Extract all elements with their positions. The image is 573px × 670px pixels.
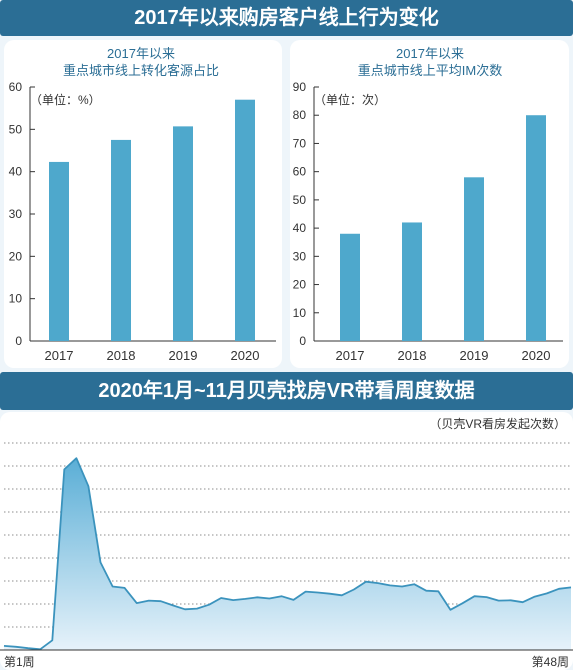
- im-y-tick-label: 10: [293, 306, 307, 320]
- conversion-title-line1: 2017年以来: [107, 46, 175, 61]
- conversion-y-tick-label: 10: [9, 292, 23, 306]
- im-bar: [402, 222, 422, 341]
- conversion-y-tick-label: 60: [9, 80, 23, 94]
- im-y-tick-label: 80: [293, 108, 307, 122]
- im-y-tick-label: 50: [293, 193, 307, 207]
- conversion-bar: [111, 139, 131, 341]
- conversion-y-tick-label: 20: [9, 249, 23, 263]
- vr-series-line: [3, 457, 572, 651]
- conversion-x-category-label: 2020: [231, 348, 260, 363]
- conversion-bar: [49, 161, 69, 341]
- im-x-category-label: 2020: [522, 348, 551, 363]
- main-title: 2017年以来购房客户线上行为变化: [134, 7, 439, 29]
- im-y-tick-label: 20: [293, 278, 307, 292]
- conversion-bar: [173, 126, 193, 342]
- im-x-category-label: 2019: [460, 348, 489, 363]
- im-y-tick-label: 60: [293, 165, 307, 179]
- main-title-banner: 2017年以来购房客户线上行为变化: [0, 0, 573, 36]
- conversion-y-tick-label: 40: [9, 165, 23, 179]
- conversion-y-tick-label: 50: [9, 122, 23, 136]
- vr-chart-panel: （贝壳VR看房发起次数） 第1周 第48周: [0, 412, 573, 670]
- im-y-tick-label: 30: [293, 249, 307, 263]
- im-y-tick-label: 70: [293, 136, 307, 150]
- vr-x-start-label: 第1周: [4, 655, 35, 669]
- im-y-tick-label: 90: [293, 80, 307, 94]
- im-title-line2: 重点城市线上平均IM次数: [358, 63, 502, 78]
- conversion-y-tick-label: 30: [9, 207, 23, 221]
- im-x-category-label: 2018: [398, 348, 427, 363]
- bar-chart-panel-conversion: 2017年以来重点城市线上转化客源占比 （单位：%） 0 10 20 30 40 50 60 20…: [4, 40, 282, 368]
- section-title: 2020年1月~11月贝壳找房VR带看周度数据: [98, 380, 475, 402]
- conversion-y-tick-label: 0: [15, 334, 22, 348]
- im-title-line1: 2017年以来: [396, 46, 464, 61]
- im-bar: [464, 177, 484, 341]
- im-x-category-label: 2017: [336, 348, 365, 363]
- vr-area-chart: （贝壳VR看房发起次数） 第1周 第48周: [0, 416, 573, 669]
- im-y-tick-label: 0: [299, 334, 306, 348]
- conversion-title-line2: 重点城市线上转化客源占比: [63, 63, 219, 78]
- conversion-x-category-label: 2018: [107, 348, 136, 363]
- im-bar: [340, 233, 360, 341]
- section-title-banner: 2020年1月~11月贝壳找房VR带看周度数据: [0, 372, 573, 410]
- conversion-bar: [235, 99, 255, 341]
- vr-legend-label: （贝壳VR看房发起次数）: [429, 416, 566, 431]
- conversion-unit-label: （单位：%）: [30, 92, 101, 107]
- conversion-x-category-label: 2019: [169, 348, 198, 363]
- conversion-x-category-label: 2017: [45, 348, 74, 363]
- im-y-tick-label: 40: [293, 221, 307, 235]
- vr-x-end-label: 第48周: [532, 655, 569, 669]
- im-unit-label: （单位：次）: [314, 92, 386, 107]
- bar-chart-panel-im: 2017年以来重点城市线上平均IM次数 （单位：次） 0 10 20 30 40 50 60 70…: [290, 40, 569, 368]
- im-bar: [526, 115, 546, 341]
